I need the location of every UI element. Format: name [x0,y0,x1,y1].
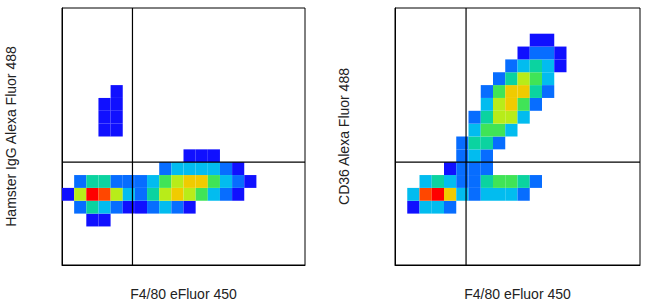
svg-text:Hamster IgG Alexa Fluor 488: Hamster IgG Alexa Fluor 488 [3,46,19,227]
svg-text:CD36 Alexa Fluor 488: CD36 Alexa Fluor 488 [336,68,352,205]
svg-text:F4/80 eFluor 450: F4/80 eFluor 450 [464,286,571,302]
svg-text:F4/80 eFluor 450: F4/80 eFluor 450 [130,286,237,302]
